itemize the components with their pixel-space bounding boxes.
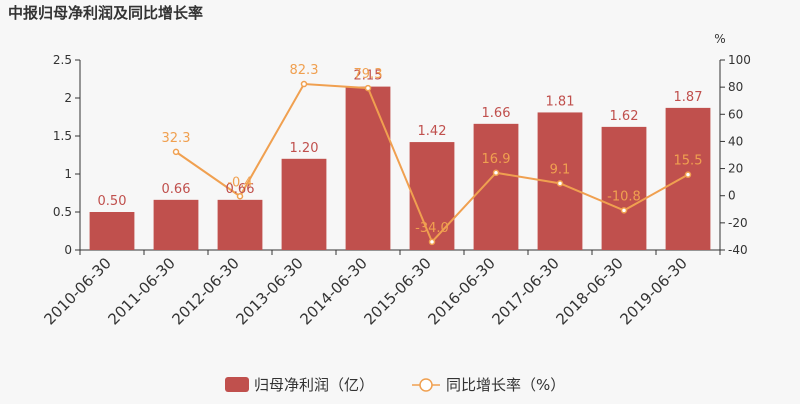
growth-value-label: 9.1 [550, 162, 571, 177]
x-tick-label: 2010-06-30 [40, 254, 114, 328]
bar-value-label: 1.20 [290, 141, 319, 156]
growth-value-label: -34.0 [415, 221, 449, 236]
bar-value-label: 1.62 [610, 109, 639, 124]
bar [665, 107, 711, 250]
x-tick-label: 2013-06-30 [232, 254, 306, 328]
growth-point [428, 238, 436, 246]
bar [345, 86, 391, 250]
bar [281, 158, 327, 250]
legend-label-growth: 同比增长率（%） [446, 376, 565, 394]
bar [601, 126, 647, 250]
right-tick-label: 100 [728, 53, 751, 67]
growth-value-label: 15.5 [674, 154, 703, 169]
x-tick-label: 2011-06-30 [104, 254, 178, 328]
growth-value-label: 32.3 [162, 131, 191, 146]
right-tick-label: 0 [728, 189, 736, 203]
growth-point [684, 171, 692, 178]
legend-label-profit: 归母净利润（亿） [254, 376, 374, 394]
bar-value-label: 2.15 [354, 69, 383, 84]
bar [89, 212, 135, 250]
growth-point [492, 169, 500, 177]
left-tick-label: 2 [64, 91, 72, 105]
legend[interactable]: 归母净利润（亿） 同比增长率（%） [225, 376, 565, 394]
bar-value-label: 1.87 [674, 90, 703, 105]
growth-value-label: -0.4 [227, 175, 252, 190]
growth-value-label: -10.8 [607, 189, 641, 204]
growth-value-label: 16.9 [482, 152, 511, 167]
bar-value-label: 1.42 [418, 124, 447, 139]
legend-marker-growth [419, 378, 433, 392]
right-tick-label: 60 [728, 107, 743, 121]
bar-value-label: 0.50 [98, 194, 127, 209]
bars [89, 86, 711, 250]
growth-value-label: 79.3 [354, 67, 383, 82]
right-tick-label: 20 [728, 162, 743, 176]
x-tick-label: 2012-06-30 [168, 254, 242, 328]
bar [409, 142, 455, 250]
bar-value-label: 1.66 [482, 106, 511, 121]
right-axis-unit: % [714, 32, 725, 46]
data-labels: 0.50 0.66 0.66 1.20 2.15 1.42 1.66 1.81 1.62 1.87… [98, 63, 703, 236]
bar-value-label: 0.66 [162, 182, 191, 197]
bar-value-label: 1.81 [546, 94, 575, 109]
left-tick-label: 2.5 [53, 53, 72, 67]
x-tick-label: 2018-06-30 [552, 254, 626, 328]
right-tick-label: -20 [728, 216, 748, 230]
left-tick-label: 0 [64, 243, 72, 257]
bar [217, 199, 263, 250]
right-tick-label: 40 [728, 134, 743, 148]
bar [153, 199, 199, 250]
legend-swatch-profit [225, 377, 249, 392]
growth-point [556, 180, 564, 187]
bar-value-label: 0.66 [226, 182, 255, 197]
x-tick-label: 2014-06-30 [296, 254, 370, 328]
growth-point [364, 84, 372, 92]
growth-point [236, 193, 244, 200]
x-tick-label: 2015-06-30 [360, 254, 434, 328]
growth-point [620, 207, 628, 214]
chart-title: 中报归母净利润及同比增长率 [8, 4, 203, 22]
right-tick-label: 80 [728, 80, 743, 94]
growth-line [172, 80, 692, 246]
x-tick-label: 2016-06-30 [424, 254, 498, 328]
x-tick-label: 2019-06-30 [616, 254, 690, 328]
left-tick-label: 1 [64, 167, 72, 181]
growth-value-label: 82.3 [290, 63, 319, 78]
right-tick-label: -40 [728, 243, 748, 257]
left-tick-label: 1.5 [53, 129, 72, 143]
left-tick-label: 0.5 [53, 205, 72, 219]
bar [473, 123, 519, 250]
growth-point [300, 80, 308, 88]
growth-point [172, 148, 180, 156]
x-tick-label: 2017-06-30 [488, 254, 562, 328]
